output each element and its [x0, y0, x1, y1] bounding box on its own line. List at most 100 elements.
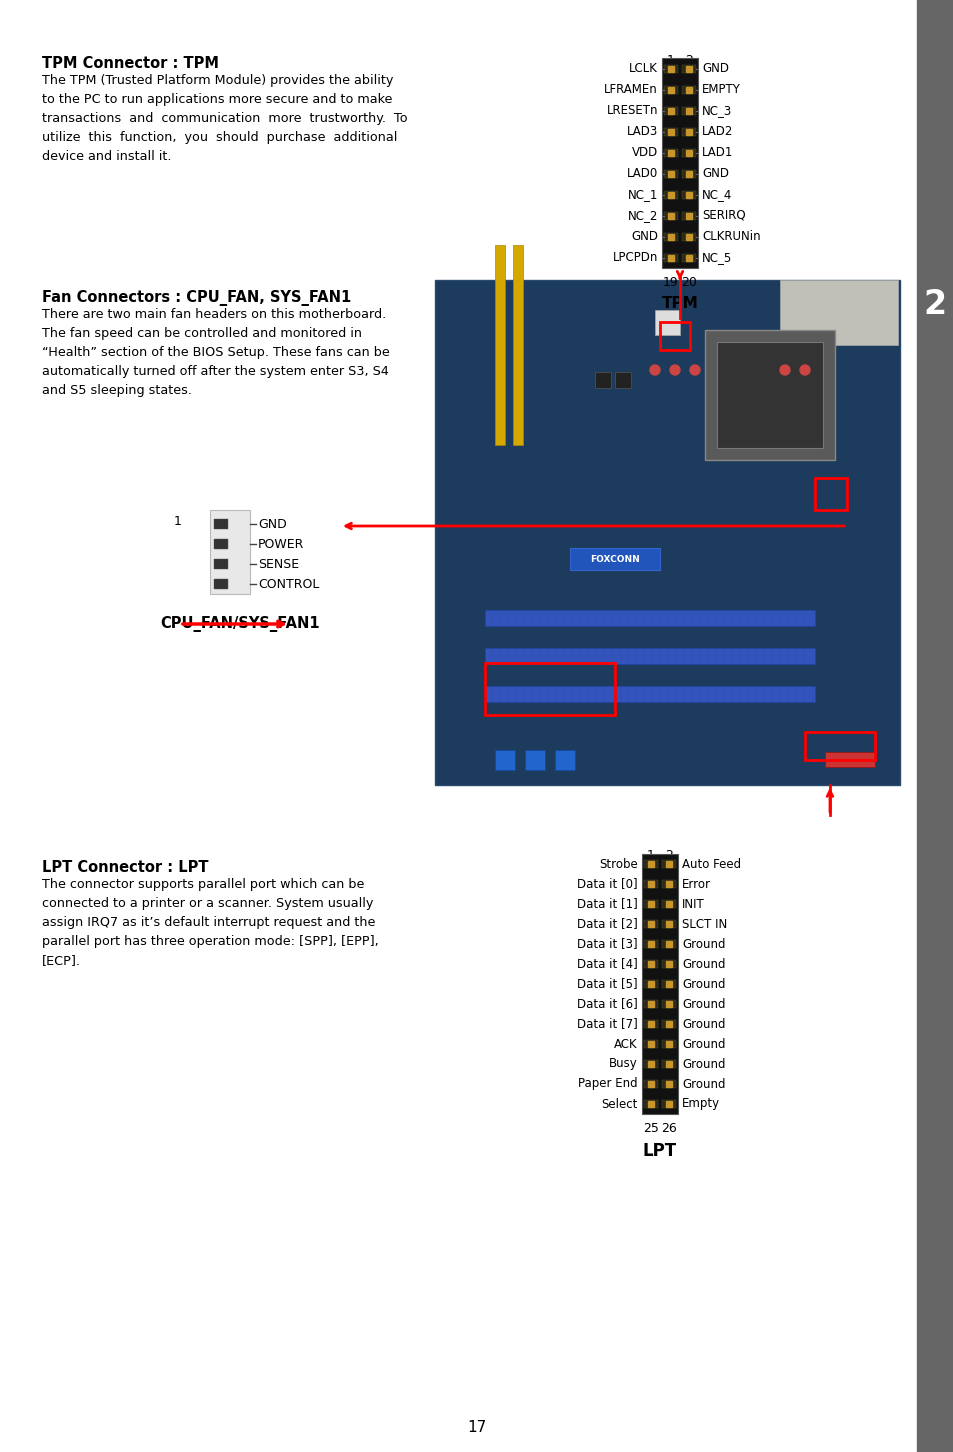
- Bar: [641, 854, 678, 1114]
- Text: 1: 1: [174, 515, 182, 529]
- Text: 2: 2: [684, 54, 692, 67]
- Bar: [661, 960, 676, 968]
- Bar: [661, 980, 676, 987]
- Bar: [495, 751, 515, 770]
- Bar: [213, 539, 228, 549]
- Bar: [663, 170, 678, 177]
- Text: ACK: ACK: [614, 1038, 638, 1050]
- Circle shape: [800, 364, 809, 375]
- Bar: [524, 751, 544, 770]
- Text: Ground: Ground: [681, 1018, 724, 1031]
- Text: LAD2: LAD2: [701, 125, 733, 138]
- Bar: [555, 751, 575, 770]
- Text: SLCT IN: SLCT IN: [681, 918, 726, 931]
- Bar: [655, 309, 679, 335]
- Text: NC_4: NC_4: [701, 187, 732, 200]
- Text: The connector supports parallel port which can be: The connector supports parallel port whi…: [42, 878, 364, 892]
- Bar: [824, 752, 874, 767]
- Bar: [210, 510, 250, 594]
- Text: LPT: LPT: [642, 1143, 677, 1160]
- Bar: [484, 685, 814, 701]
- Text: LAD3: LAD3: [626, 125, 658, 138]
- Bar: [681, 64, 696, 73]
- Text: Fan Connectors : CPU_FAN, SYS_FAN1: Fan Connectors : CPU_FAN, SYS_FAN1: [42, 290, 351, 306]
- Text: Data it [4]: Data it [4]: [577, 957, 638, 970]
- Bar: [643, 900, 658, 908]
- Bar: [615, 372, 630, 388]
- Text: Ground: Ground: [681, 1077, 724, 1090]
- Bar: [643, 1000, 658, 1008]
- Bar: [484, 664, 615, 714]
- Bar: [663, 232, 678, 241]
- Text: 17: 17: [467, 1420, 486, 1435]
- Bar: [436, 282, 897, 783]
- Text: device and install it.: device and install it.: [42, 150, 172, 163]
- Text: [ECP].: [ECP].: [42, 954, 81, 967]
- Bar: [681, 148, 696, 157]
- Text: Data it [1]: Data it [1]: [577, 897, 638, 910]
- Text: TPM Connector : TPM: TPM Connector : TPM: [42, 57, 219, 71]
- Bar: [681, 128, 696, 135]
- Text: and S5 sleeping states.: and S5 sleeping states.: [42, 383, 192, 396]
- Bar: [213, 579, 228, 590]
- Text: transactions  and  communication  more  trustworthy.  To: transactions and communication more trus…: [42, 112, 407, 125]
- Bar: [663, 148, 678, 157]
- Bar: [814, 478, 846, 510]
- Bar: [661, 860, 676, 868]
- Text: The TPM (Trusted Platform Module) provides the ability: The TPM (Trusted Platform Module) provid…: [42, 74, 393, 87]
- Bar: [643, 1101, 658, 1108]
- Bar: [643, 880, 658, 889]
- Text: GND: GND: [701, 62, 728, 76]
- Bar: [681, 254, 696, 261]
- Bar: [595, 372, 610, 388]
- Text: SENSE: SENSE: [257, 558, 299, 571]
- Bar: [659, 322, 689, 350]
- Text: TPM: TPM: [661, 296, 698, 311]
- Bar: [643, 921, 658, 928]
- Bar: [661, 880, 676, 889]
- Text: GND: GND: [701, 167, 728, 180]
- Text: Strobe: Strobe: [598, 858, 638, 871]
- Text: LCLK: LCLK: [628, 62, 658, 76]
- Bar: [663, 128, 678, 135]
- Text: LFRAMEn: LFRAMEn: [603, 83, 658, 96]
- Text: 1: 1: [646, 849, 655, 862]
- Text: “Health” section of the BIOS Setup. These fans can be: “Health” section of the BIOS Setup. Thes…: [42, 346, 390, 359]
- Bar: [661, 58, 698, 269]
- Circle shape: [780, 364, 789, 375]
- Text: Ground: Ground: [681, 998, 724, 1011]
- Bar: [213, 559, 228, 569]
- Bar: [643, 960, 658, 968]
- Text: NC_1: NC_1: [627, 187, 658, 200]
- Bar: [495, 245, 504, 444]
- Text: CLKRUNin: CLKRUNin: [701, 229, 760, 242]
- Text: assign IRQ7 as it’s default interrupt request and the: assign IRQ7 as it’s default interrupt re…: [42, 916, 375, 929]
- Text: The fan speed can be controlled and monitored in: The fan speed can be controlled and moni…: [42, 327, 361, 340]
- Bar: [704, 330, 834, 460]
- Text: Data it [7]: Data it [7]: [577, 1018, 638, 1031]
- Bar: [663, 86, 678, 93]
- Bar: [643, 860, 658, 868]
- Bar: [681, 106, 696, 115]
- Bar: [681, 86, 696, 93]
- Text: Select: Select: [601, 1098, 638, 1111]
- Bar: [661, 900, 676, 908]
- Text: 19: 19: [662, 276, 679, 289]
- Bar: [804, 732, 874, 759]
- Bar: [213, 518, 228, 529]
- Text: SERIRQ: SERIRQ: [701, 209, 745, 222]
- Bar: [643, 1060, 658, 1069]
- Bar: [681, 190, 696, 199]
- Text: NC_3: NC_3: [701, 105, 732, 118]
- Bar: [717, 343, 822, 449]
- Text: to the PC to run applications more secure and to make: to the PC to run applications more secur…: [42, 93, 392, 106]
- Bar: [643, 1040, 658, 1048]
- Bar: [643, 980, 658, 987]
- Text: LRESETn: LRESETn: [606, 105, 658, 118]
- Text: 20: 20: [680, 276, 697, 289]
- Text: Empty: Empty: [681, 1098, 720, 1111]
- Text: POWER: POWER: [257, 537, 304, 550]
- Text: LPT Connector : LPT: LPT Connector : LPT: [42, 860, 209, 876]
- Text: connected to a printer or a scanner. System usually: connected to a printer or a scanner. Sys…: [42, 897, 373, 910]
- Text: CONTROL: CONTROL: [257, 578, 319, 591]
